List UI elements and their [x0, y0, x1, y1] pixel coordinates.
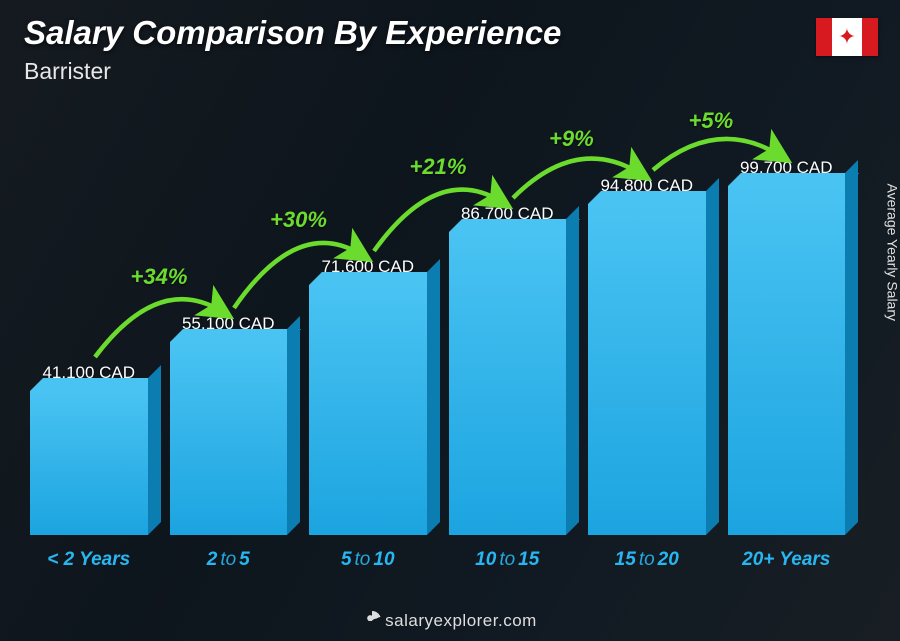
- delta-label-3: +9%: [549, 126, 594, 152]
- x-category-1: 2to5: [170, 549, 288, 571]
- footer-attribution: salaryexplorer.com: [0, 611, 900, 631]
- bar-2: 71,600 CAD: [309, 257, 427, 535]
- x-category-4: 15to20: [588, 549, 706, 571]
- canada-flag-icon: ✦: [816, 18, 878, 56]
- logo-icon: [363, 611, 381, 629]
- delta-label-1: +30%: [270, 207, 327, 233]
- delta-label-4: +5%: [689, 108, 734, 134]
- bar-3: 86,700 CAD: [449, 204, 567, 535]
- bar-chart: 41,100 CAD55,100 CAD71,600 CAD86,700 CAD…: [30, 90, 845, 571]
- x-category-3: 10to15: [449, 549, 567, 571]
- y-axis-label: Average Yearly Salary: [884, 183, 900, 321]
- bar-0: 41,100 CAD: [30, 363, 148, 535]
- chart-subtitle: Barrister: [24, 58, 111, 85]
- x-category-0: < 2 Years: [30, 549, 148, 571]
- x-category-5: 20+ Years: [728, 549, 846, 571]
- bar-4: 94,800 CAD: [588, 176, 706, 535]
- bar-5: 99,700 CAD: [728, 158, 846, 535]
- chart-title: Salary Comparison By Experience: [24, 14, 561, 52]
- delta-label-2: +21%: [410, 154, 467, 180]
- bar-1: 55,100 CAD: [170, 314, 288, 535]
- delta-label-0: +34%: [131, 264, 188, 290]
- infographic-root: Salary Comparison By Experience Barriste…: [0, 0, 900, 641]
- footer-text: salaryexplorer.com: [385, 611, 537, 630]
- x-category-2: 5to10: [309, 549, 427, 571]
